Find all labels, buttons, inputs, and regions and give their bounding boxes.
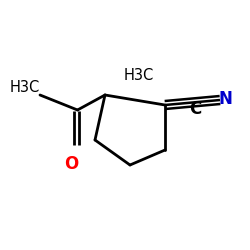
Text: O: O	[64, 155, 78, 173]
Text: H3C: H3C	[124, 68, 154, 82]
Text: H3C: H3C	[10, 80, 40, 95]
Text: C: C	[189, 100, 201, 118]
Text: N: N	[219, 90, 232, 108]
